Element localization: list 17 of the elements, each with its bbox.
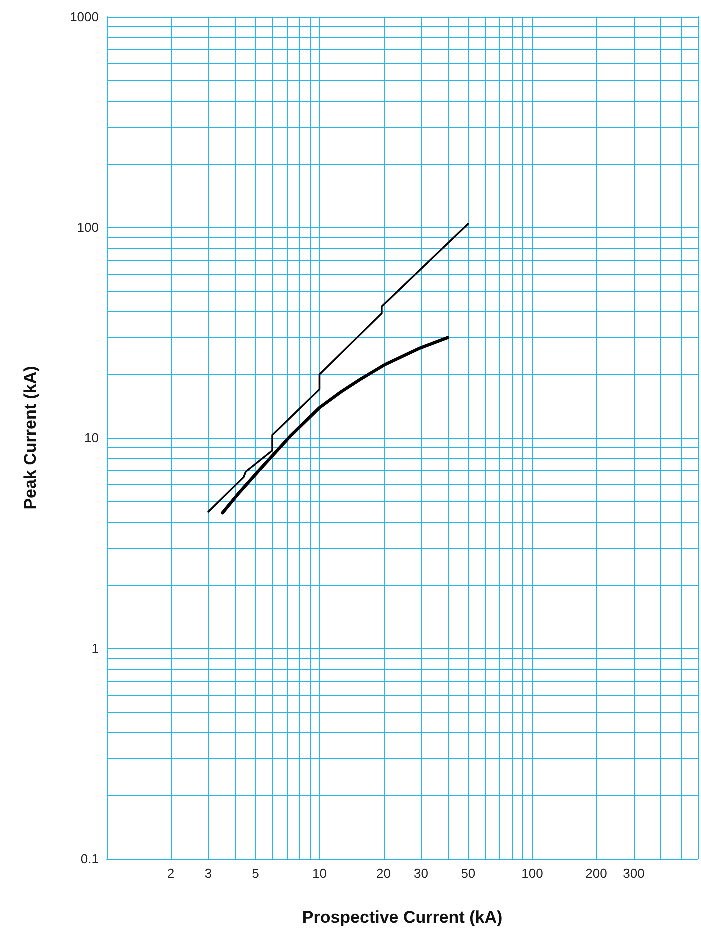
x-tick-label: 100: [522, 866, 544, 881]
x-tick-label: 10: [312, 866, 327, 881]
x-tick-label: 50: [461, 866, 476, 881]
y-axis-title: Peak Current (kA): [21, 366, 40, 510]
y-tick-label: 10: [84, 430, 99, 446]
x-tick-label: 5: [252, 866, 260, 881]
x-tick-label: 30: [414, 866, 428, 881]
x-tick-label: 200: [586, 866, 608, 881]
y-tick-label: 0.1: [80, 852, 99, 866]
x-tick-label: 3: [204, 866, 212, 881]
y-tick-label: 100: [77, 220, 99, 235]
x-tick-label: 20: [376, 866, 392, 881]
x-tick-label: 2: [167, 866, 175, 881]
y-tick-label: 1000: [70, 10, 99, 24]
y-tick-label: 1: [92, 641, 99, 656]
x-tick-label: 300: [623, 866, 645, 881]
x-axis-title: Prospective Current (kA): [302, 908, 503, 927]
